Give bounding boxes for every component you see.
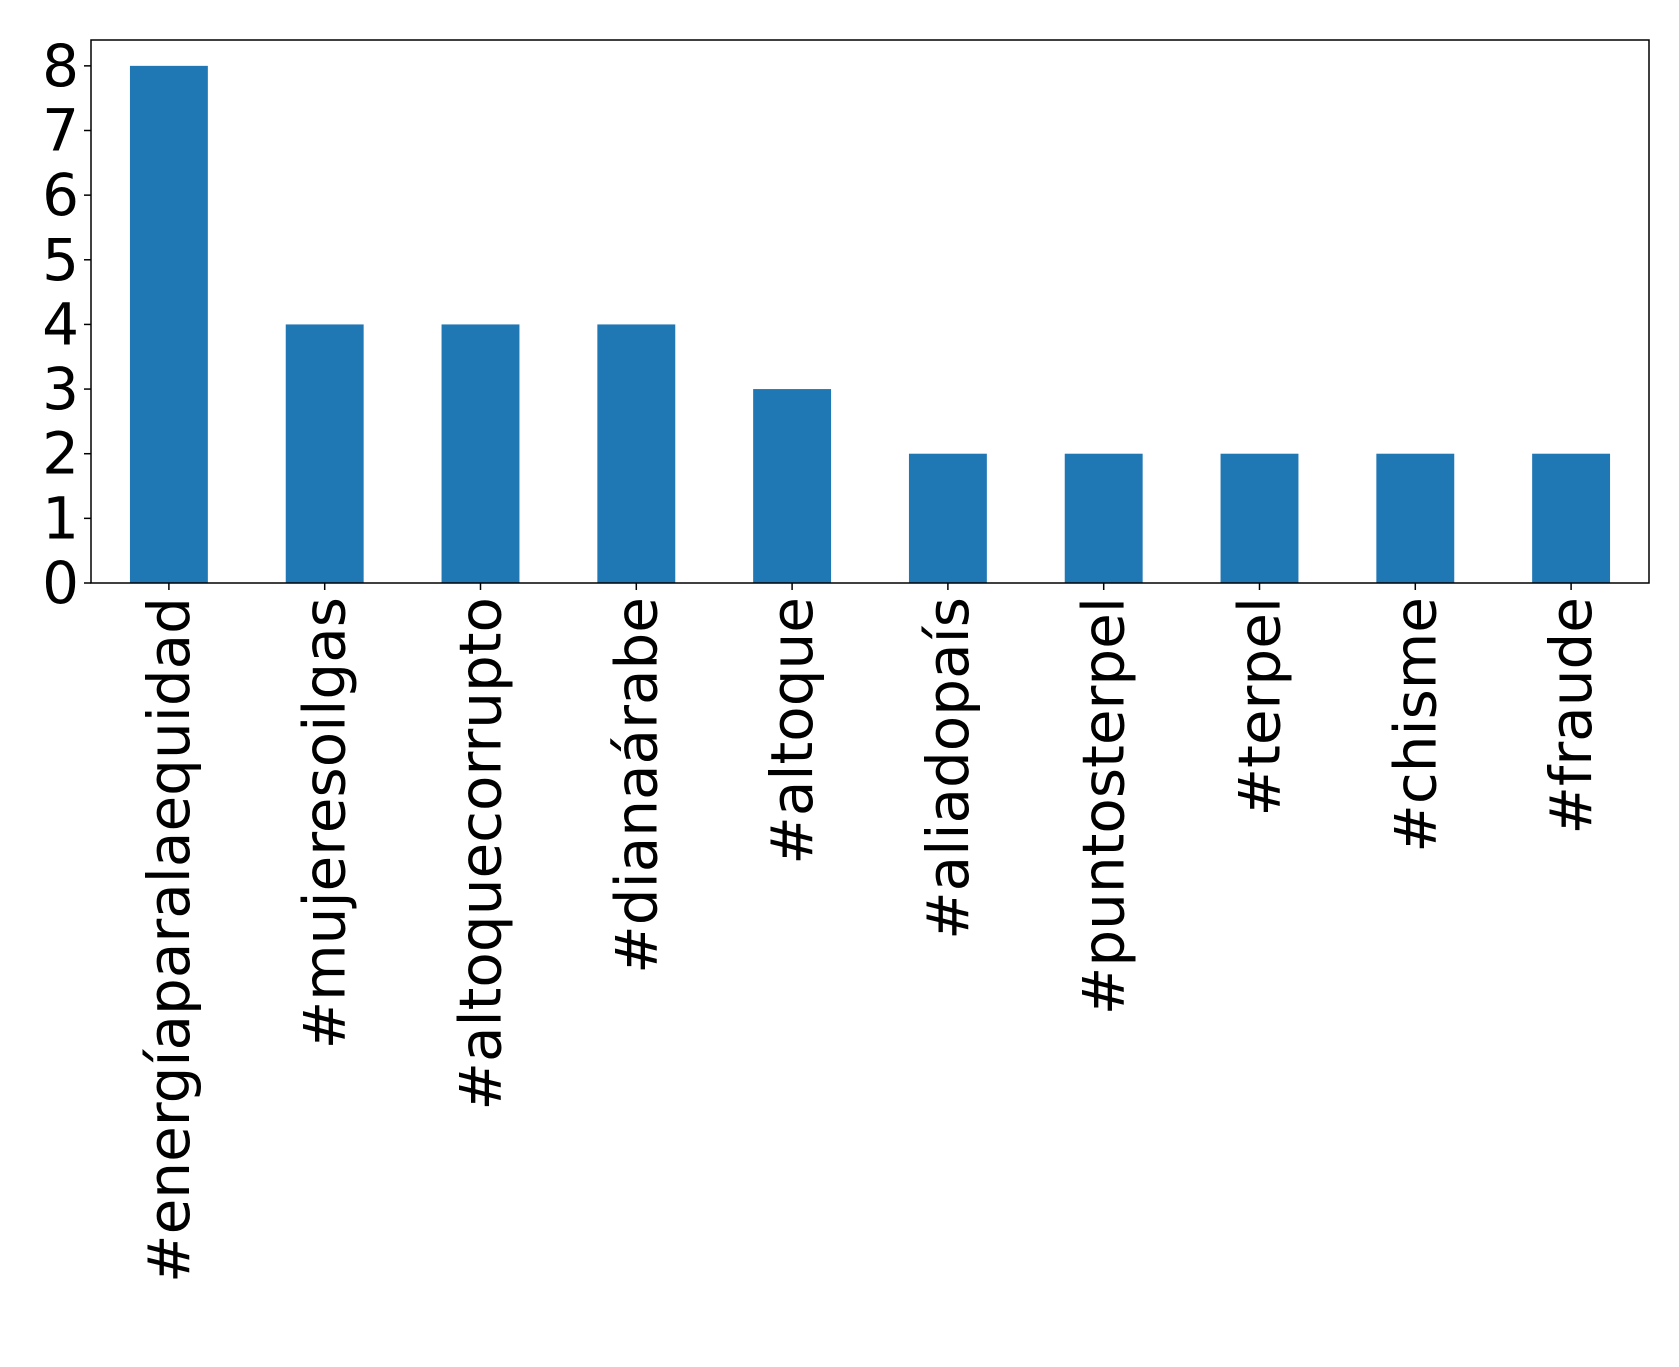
bar — [441, 324, 520, 583]
y-tick-label: 4 — [42, 290, 79, 358]
x-tick-label: #terpel — [1226, 597, 1294, 816]
y-tick-label: 8 — [42, 32, 79, 100]
x-tick-label: #dianaárabe — [602, 597, 670, 974]
bar — [908, 453, 987, 583]
x-tick-label: #chisme — [1381, 597, 1449, 853]
bar — [285, 324, 364, 583]
bar — [1376, 453, 1455, 583]
x-tick-label: #puntosterpel — [1070, 597, 1138, 1015]
x-tick-label: #fraude — [1537, 597, 1605, 835]
y-tick-label: 0 — [42, 549, 79, 617]
x-tick-label: #altoque — [758, 597, 826, 865]
y-tick-label: 2 — [42, 420, 79, 488]
y-tick-label: 6 — [42, 161, 79, 229]
bar — [129, 65, 208, 584]
y-tick-label: 7 — [42, 97, 79, 165]
x-tick-label: #altoquecorrupto — [447, 597, 515, 1111]
x-tick-label: #aliadopaís — [914, 597, 982, 940]
plot-area-frame — [90, 39, 1650, 584]
bar — [597, 324, 676, 583]
y-tick-label: 5 — [42, 226, 79, 294]
y-tick-label: 3 — [42, 355, 79, 423]
bar — [753, 389, 832, 583]
y-tick-label: 1 — [42, 484, 79, 552]
bar — [1064, 453, 1143, 583]
x-tick-label: #energíaparalaequidad — [135, 597, 203, 1283]
bar — [1532, 453, 1611, 583]
x-tick-label: #mujeresoilgas — [291, 597, 359, 1049]
x-axis: #energíaparalaequidad #mujeresoilgas #alto… — [135, 583, 1605, 1283]
bar — [1220, 453, 1299, 583]
bars-layer — [129, 65, 1611, 584]
